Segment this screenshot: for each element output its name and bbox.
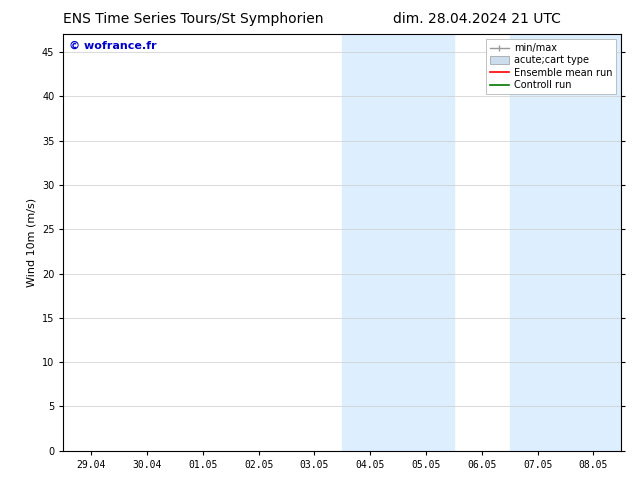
- Legend: min/max, acute;cart type, Ensemble mean run, Controll run: min/max, acute;cart type, Ensemble mean …: [486, 39, 616, 94]
- Bar: [342, 34, 454, 451]
- Bar: [510, 34, 621, 451]
- Text: © wofrance.fr: © wofrance.fr: [69, 41, 157, 50]
- Text: ENS Time Series Tours/St Symphorien: ENS Time Series Tours/St Symphorien: [63, 12, 324, 26]
- Text: dim. 28.04.2024 21 UTC: dim. 28.04.2024 21 UTC: [393, 12, 561, 26]
- Y-axis label: Wind 10m (m/s): Wind 10m (m/s): [27, 198, 36, 287]
